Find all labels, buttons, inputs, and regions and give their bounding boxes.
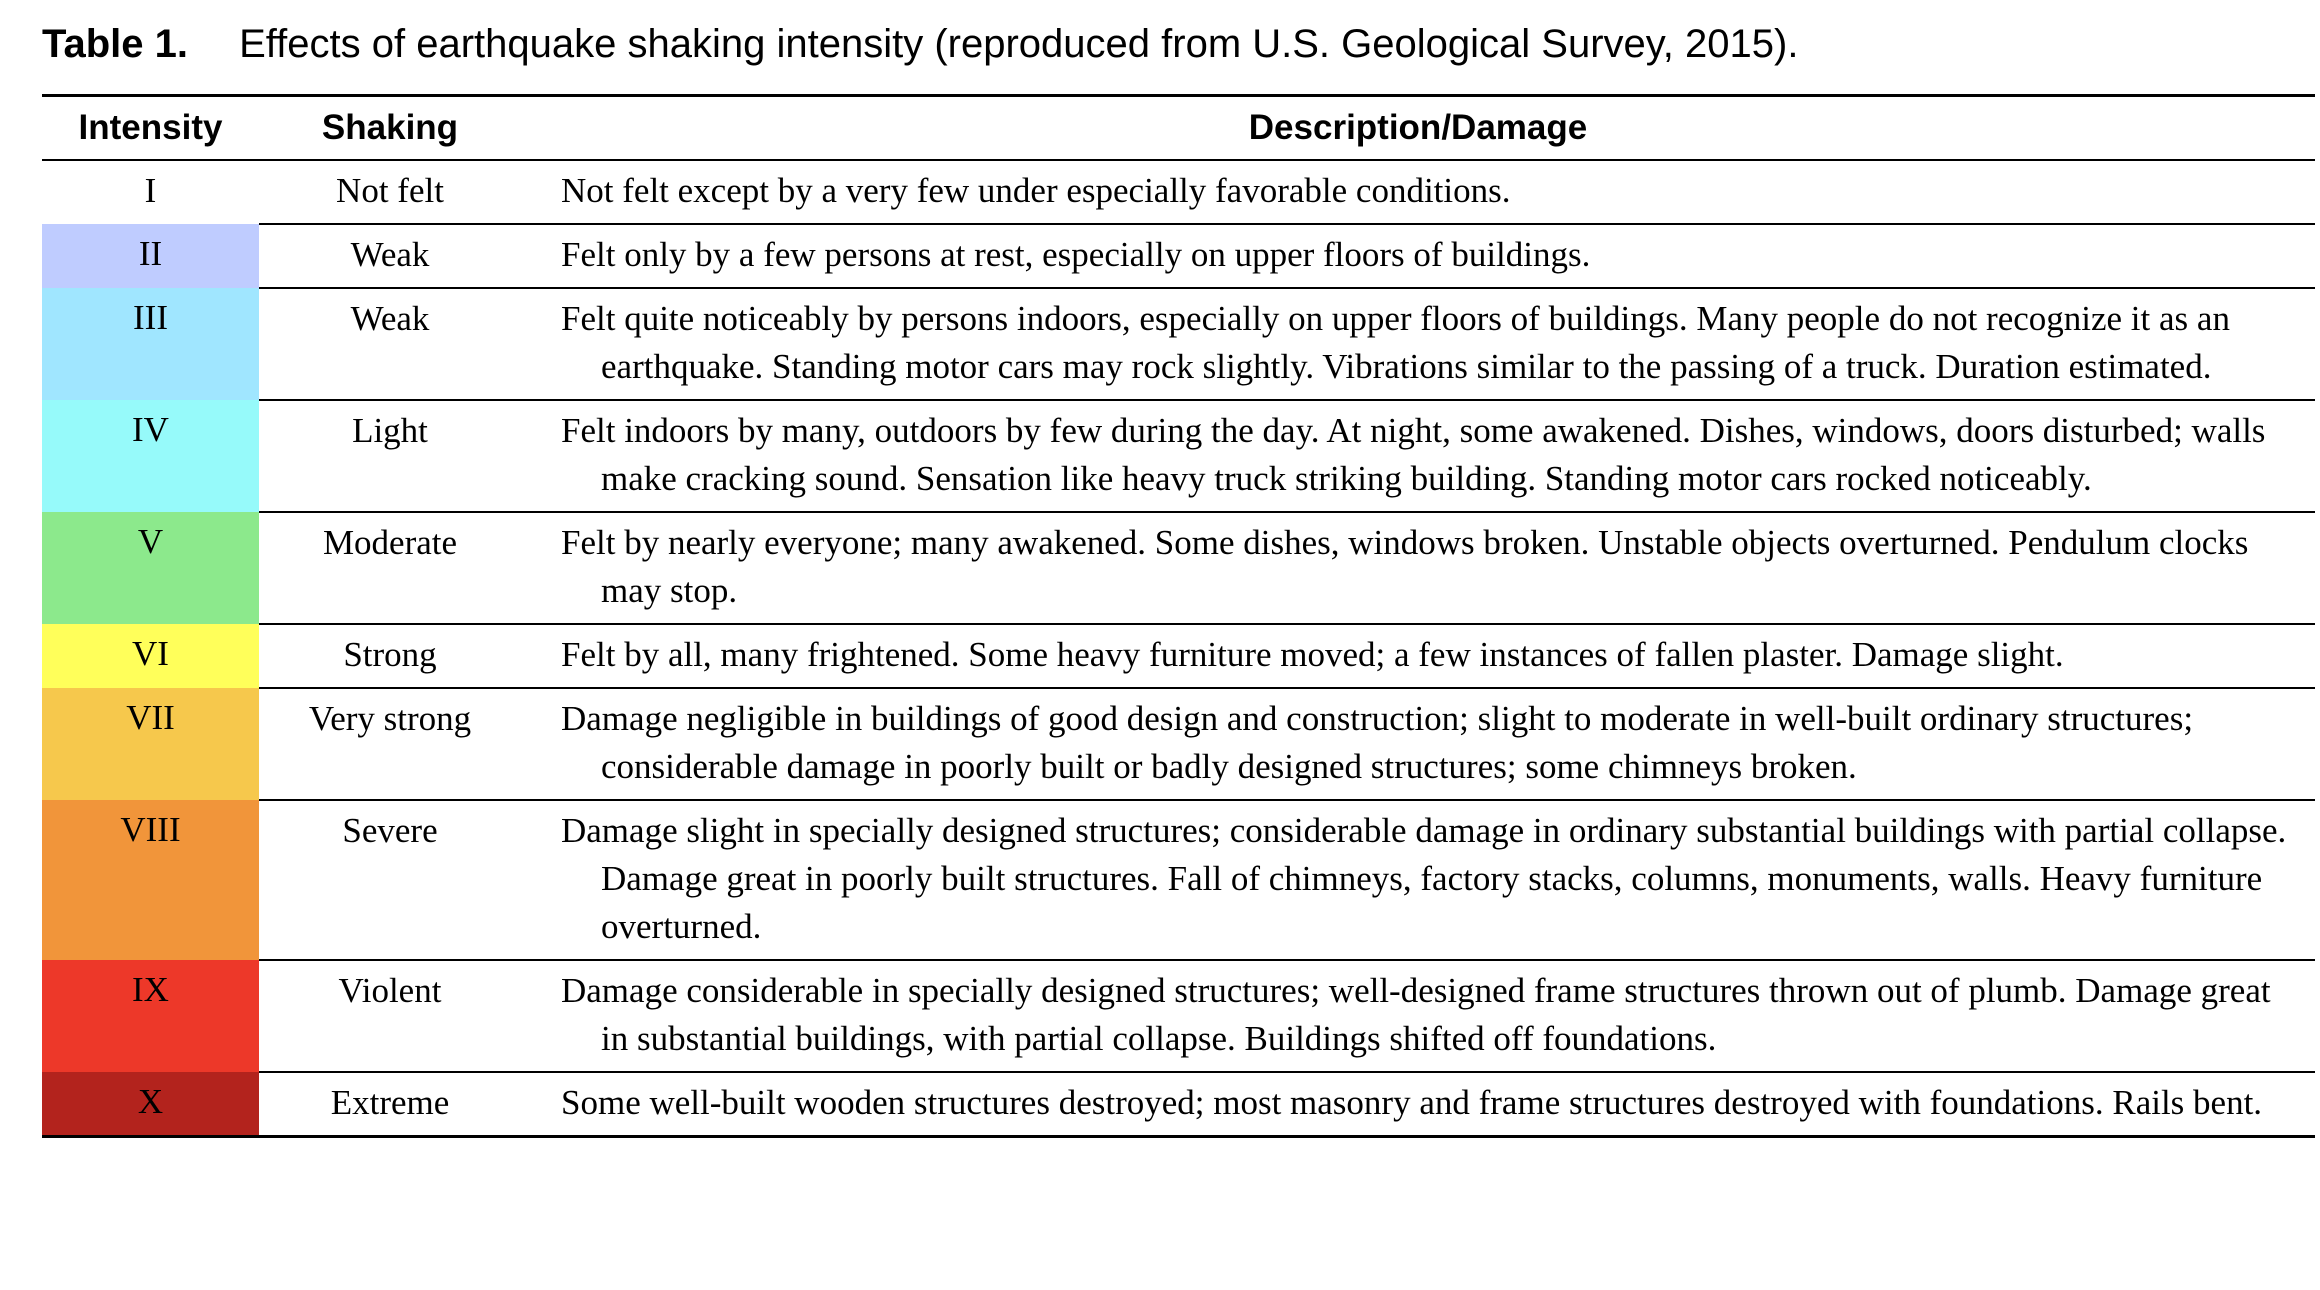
shaking-cell: Moderate — [259, 512, 521, 625]
table-row: IX Violent Damage considerable in speciall… — [42, 960, 2315, 1073]
table-row: X Extreme Some well-built wooden structure… — [42, 1072, 2315, 1137]
description-cell: Felt indoors by many, outdoors by few du… — [521, 400, 2315, 513]
table-body: I Not felt Not felt except by a very few u… — [42, 160, 2315, 1137]
intensity-cell: III — [42, 288, 259, 400]
header-shaking: Shaking — [259, 95, 521, 161]
intensity-cell: VI — [42, 624, 259, 688]
description-cell: Felt quite noticeably by persons indoors… — [521, 288, 2315, 401]
intensity-table: Intensity Shaking Description/Damage I No… — [42, 94, 2315, 1138]
description-cell: Damage slight in specially designed stru… — [521, 800, 2315, 961]
intensity-cell: X — [42, 1072, 259, 1137]
shaking-cell: Strong — [259, 624, 521, 689]
description-cell: Felt by nearly everyone; many awakened. … — [521, 512, 2315, 625]
description-cell: Damage negligible in buildings of good d… — [521, 688, 2315, 801]
description-cell: Felt only by a few persons at rest, espe… — [521, 224, 2315, 289]
table-row: VI Strong Felt by all, many frightened. So… — [42, 624, 2315, 689]
header-description: Description/Damage — [521, 95, 2315, 161]
table-row: II Weak Felt only by a few persons at rest… — [42, 224, 2315, 289]
intensity-cell: VII — [42, 688, 259, 800]
intensity-cell: IX — [42, 960, 259, 1072]
table-row: V Moderate Felt by nearly everyone; many a… — [42, 512, 2315, 625]
shaking-cell: Weak — [259, 288, 521, 401]
shaking-cell: Weak — [259, 224, 521, 289]
header-intensity: Intensity — [42, 95, 259, 161]
intensity-cell: I — [42, 160, 259, 224]
table-caption-label: Table 1. — [42, 22, 188, 66]
intensity-cell: V — [42, 512, 259, 624]
table-row: VII Very strong Damage negligible in build… — [42, 688, 2315, 801]
shaking-cell: Very strong — [259, 688, 521, 801]
description-cell: Not felt except by a very few under espe… — [521, 160, 2315, 225]
shaking-cell: Not felt — [259, 160, 521, 225]
shaking-cell: Severe — [259, 800, 521, 961]
shaking-cell: Extreme — [330, 1083, 450, 1122]
intensity-cell: II — [42, 224, 259, 288]
shaking-cell: Violent — [259, 960, 521, 1073]
intensity-cell: VIII — [42, 800, 259, 960]
table-header-row: Intensity Shaking Description/Damage — [42, 95, 2315, 161]
description-cell: Some well-built wooden structures destro… — [561, 1083, 2263, 1122]
description-cell: Felt by all, many frightened. Some heavy… — [521, 624, 2315, 689]
table-caption-text: Effects of earthquake shaking intensity … — [239, 22, 1799, 66]
description-cell: Damage considerable in specially designe… — [521, 960, 2315, 1073]
shaking-cell: Light — [259, 400, 521, 513]
table-row: III Weak Felt quite noticeably by persons … — [42, 288, 2315, 401]
table-row: I Not felt Not felt except by a very few u… — [42, 160, 2315, 225]
table-row: IV Light Felt indoors by many, outdoors by… — [42, 400, 2315, 513]
intensity-cell: IV — [42, 400, 259, 512]
table-row: VIII Severe Damage slight in specially des… — [42, 800, 2315, 961]
table-caption: Table 1. Effects of earthquake shaking i… — [42, 14, 1798, 74]
